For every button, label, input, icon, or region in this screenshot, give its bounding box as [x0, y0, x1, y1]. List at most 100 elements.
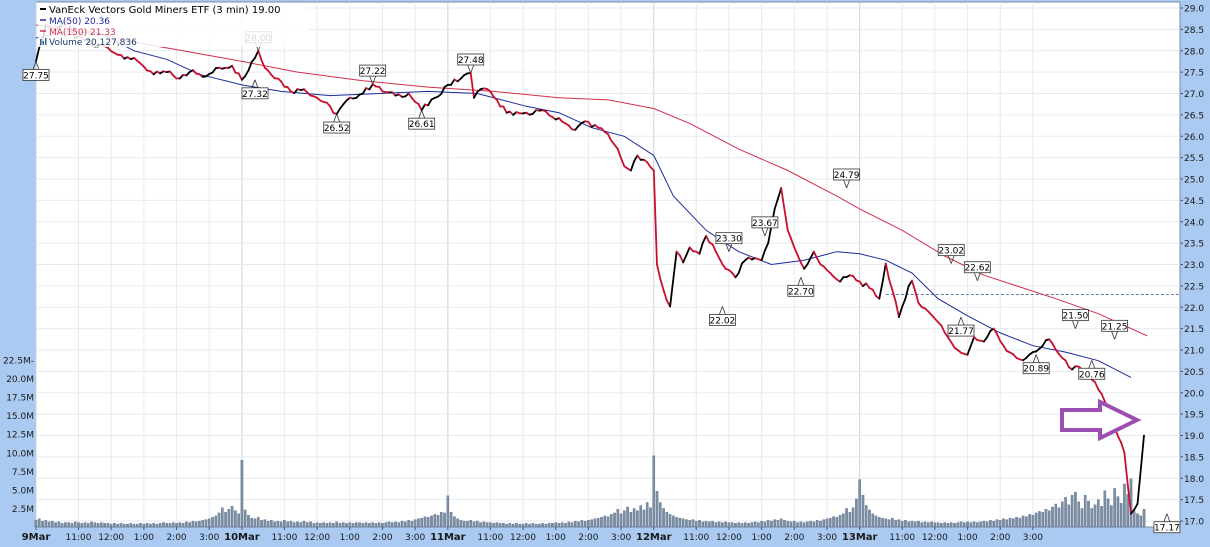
- volume-bar: [728, 523, 730, 527]
- volume-bar: [917, 521, 919, 527]
- volume-bar: [1107, 499, 1109, 527]
- volume-bar: [646, 503, 648, 527]
- volume-bar: [620, 514, 622, 527]
- volume-bar: [349, 523, 351, 527]
- volume-bar: [777, 520, 779, 527]
- volume-bar: [868, 510, 870, 527]
- legend-title: VanEck Vectors Gold Miners ETF (3 min) 1…: [49, 5, 281, 16]
- volume-bar: [512, 524, 514, 527]
- time-tick-label: 12:00: [510, 533, 536, 543]
- volume-bar: [215, 516, 217, 527]
- volume-bar: [443, 513, 445, 527]
- volume-tick-label: 10.0M: [6, 449, 34, 459]
- volume-bar: [845, 508, 847, 527]
- volume-bar: [783, 520, 785, 527]
- volume-bar: [450, 512, 452, 527]
- volume-bar: [110, 524, 112, 527]
- volume-bar: [293, 523, 295, 527]
- time-tick-label: 12:00: [716, 533, 742, 543]
- volume-bar: [117, 524, 119, 527]
- callout-label: 20.89: [1023, 365, 1049, 375]
- volume-bar: [319, 523, 321, 527]
- volume-bar: [270, 520, 272, 527]
- volume-bar: [1084, 495, 1086, 527]
- volume-bar: [385, 523, 387, 527]
- volume-bar: [90, 522, 92, 527]
- volume-bar: [649, 508, 651, 527]
- time-tick-label: 10Mar: [224, 532, 260, 543]
- volume-bar: [519, 524, 521, 527]
- volume-bar: [133, 524, 135, 527]
- volume-bar: [548, 523, 550, 527]
- volume-bar: [339, 523, 341, 527]
- volume-bar: [120, 523, 122, 527]
- volume-bar: [679, 518, 681, 527]
- volume-bar: [881, 518, 883, 527]
- volume-bar: [162, 523, 164, 527]
- volume-bar: [1143, 509, 1145, 527]
- volume-bar: [244, 510, 246, 527]
- callout-label: 24.79: [834, 171, 860, 181]
- volume-bar: [496, 523, 498, 527]
- callout-label: 26.52: [324, 124, 350, 134]
- callout-label: 27.75: [23, 71, 49, 81]
- volume-bar: [1097, 500, 1099, 527]
- volume-bar: [764, 522, 766, 527]
- volume-bar: [375, 523, 377, 527]
- price-tick-label: 21.0: [1184, 347, 1204, 357]
- time-tick-label: 9Mar: [22, 532, 51, 543]
- volume-bar: [352, 523, 354, 527]
- volume-bar: [747, 523, 749, 527]
- volume-bar: [1009, 518, 1011, 527]
- volume-bar: [51, 521, 53, 527]
- volume-bar: [921, 523, 923, 527]
- volume-bar: [309, 522, 311, 527]
- volume-bar: [372, 523, 374, 527]
- volume-bar: [819, 521, 821, 527]
- volume-bar: [87, 523, 89, 527]
- volume-bar: [568, 522, 570, 527]
- volume-bar: [1140, 516, 1142, 527]
- volume-tick-label: 2.5M: [12, 505, 34, 515]
- volume-bar: [460, 520, 462, 527]
- volume-bar: [146, 523, 148, 527]
- price-tick-label: 17.0: [1184, 518, 1204, 528]
- volume-bar: [564, 523, 566, 527]
- volume-bar: [457, 519, 459, 527]
- callout-label: 17.17: [1154, 524, 1180, 534]
- volume-bar: [41, 521, 43, 527]
- volume-bar: [675, 517, 677, 527]
- volume-bar: [440, 512, 442, 527]
- volume-tick-label: 22.5M-: [3, 357, 34, 367]
- volume-bar: [123, 524, 125, 527]
- volume-bar: [473, 522, 475, 527]
- volume-bar: [1045, 509, 1047, 527]
- volume-bar: [38, 519, 40, 527]
- volume-bar: [685, 520, 687, 527]
- volume-bar: [492, 523, 494, 527]
- volume-bar: [803, 523, 805, 527]
- time-tick-label: 3:00: [1023, 533, 1043, 543]
- volume-bar: [957, 523, 959, 527]
- volume-bar: [1104, 491, 1106, 527]
- volume-bar: [662, 508, 664, 527]
- volume-bar: [976, 523, 978, 527]
- volume-bar: [610, 514, 612, 527]
- volume-bar: [738, 523, 740, 527]
- time-tick-label: 3:00: [199, 533, 219, 543]
- volume-bar: [591, 520, 593, 527]
- volume-bar: [185, 522, 187, 527]
- price-tick-label: 18.0: [1184, 475, 1204, 485]
- volume-bar: [166, 523, 168, 527]
- volume-bar: [963, 523, 965, 527]
- volume-bar: [522, 524, 524, 527]
- time-tick-label: 3:00: [611, 533, 631, 543]
- volume-bar: [535, 524, 537, 527]
- price-tick-label: 26.0: [1184, 133, 1204, 143]
- volume-bar: [689, 520, 691, 527]
- volume-bar: [839, 515, 841, 527]
- volume-bar: [770, 521, 772, 527]
- legend-ma50-label: MA(50) 20.36: [49, 17, 110, 27]
- volume-bar: [251, 518, 253, 527]
